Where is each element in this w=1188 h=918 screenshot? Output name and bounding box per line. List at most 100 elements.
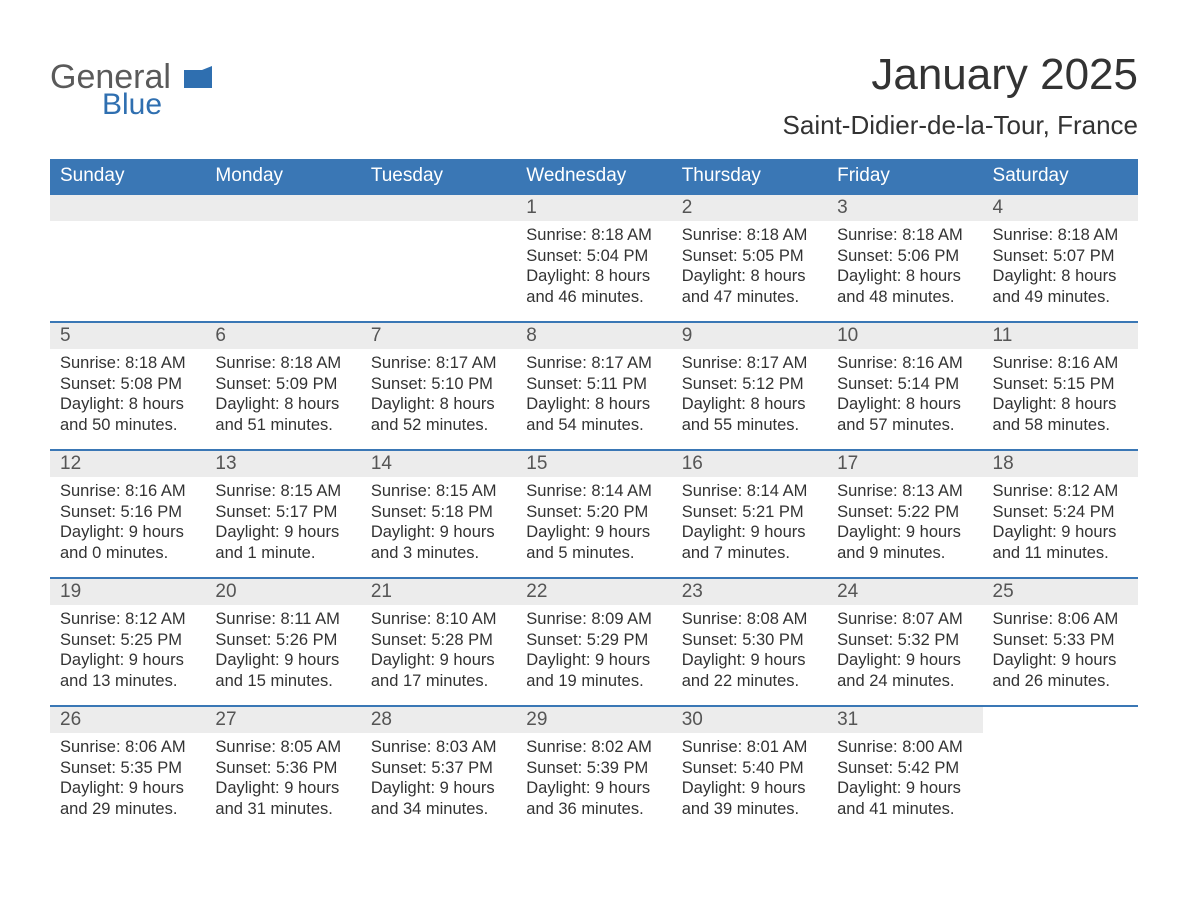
day-details: Sunrise: 8:12 AMSunset: 5:24 PMDaylight:… — [983, 477, 1138, 570]
sunrise-text: Sunrise: 8:16 AM — [60, 481, 195, 502]
calendar-cell: 28Sunrise: 8:03 AMSunset: 5:37 PMDayligh… — [361, 706, 516, 834]
daylight-line1: Daylight: 9 hours — [371, 522, 506, 543]
sunrise-text: Sunrise: 8:09 AM — [526, 609, 661, 630]
daylight-line2: and 39 minutes. — [682, 799, 817, 820]
daylight-line2: and 34 minutes. — [371, 799, 506, 820]
sunset-text: Sunset: 5:20 PM — [526, 502, 661, 523]
location-label: Saint-Didier-de-la-Tour, France — [783, 110, 1138, 141]
daylight-line1: Daylight: 8 hours — [993, 266, 1128, 287]
sunrise-text: Sunrise: 8:17 AM — [371, 353, 506, 374]
daylight-line2: and 9 minutes. — [837, 543, 972, 564]
sunrise-text: Sunrise: 8:03 AM — [371, 737, 506, 758]
daylight-line1: Daylight: 8 hours — [371, 394, 506, 415]
day-details: Sunrise: 8:14 AMSunset: 5:21 PMDaylight:… — [672, 477, 827, 570]
day-header: Thursday — [672, 159, 827, 194]
day-number: 17 — [827, 451, 982, 477]
calendar-cell: 22Sunrise: 8:09 AMSunset: 5:29 PMDayligh… — [516, 578, 671, 706]
daylight-line2: and 52 minutes. — [371, 415, 506, 436]
daylight-line2: and 19 minutes. — [526, 671, 661, 692]
calendar-cell: 13Sunrise: 8:15 AMSunset: 5:17 PMDayligh… — [205, 450, 360, 578]
daylight-line1: Daylight: 9 hours — [371, 778, 506, 799]
day-details: Sunrise: 8:12 AMSunset: 5:25 PMDaylight:… — [50, 605, 205, 698]
sunset-text: Sunset: 5:04 PM — [526, 246, 661, 267]
calendar-cell: 9Sunrise: 8:17 AMSunset: 5:12 PMDaylight… — [672, 322, 827, 450]
daylight-line1: Daylight: 9 hours — [993, 522, 1128, 543]
sunrise-text: Sunrise: 8:14 AM — [526, 481, 661, 502]
daylight-line2: and 36 minutes. — [526, 799, 661, 820]
day-number: 5 — [50, 323, 205, 349]
page: General Blue January 2025 Saint-Didier-d… — [0, 0, 1188, 874]
sunset-text: Sunset: 5:35 PM — [60, 758, 195, 779]
calendar-week-row: 1Sunrise: 8:18 AMSunset: 5:04 PMDaylight… — [50, 194, 1138, 322]
month-title: January 2025 — [783, 50, 1138, 100]
day-number: 26 — [50, 707, 205, 733]
day-number: 11 — [983, 323, 1138, 349]
day-details: Sunrise: 8:05 AMSunset: 5:36 PMDaylight:… — [205, 733, 360, 826]
daylight-line2: and 57 minutes. — [837, 415, 972, 436]
sunset-text: Sunset: 5:28 PM — [371, 630, 506, 651]
day-details: Sunrise: 8:01 AMSunset: 5:40 PMDaylight:… — [672, 733, 827, 826]
daylight-line1: Daylight: 8 hours — [837, 266, 972, 287]
daylight-line1: Daylight: 9 hours — [837, 778, 972, 799]
calendar-cell: 6Sunrise: 8:18 AMSunset: 5:09 PMDaylight… — [205, 322, 360, 450]
sunset-text: Sunset: 5:36 PM — [215, 758, 350, 779]
daylight-line2: and 3 minutes. — [371, 543, 506, 564]
sunset-text: Sunset: 5:37 PM — [371, 758, 506, 779]
daylight-line1: Daylight: 9 hours — [215, 522, 350, 543]
sunrise-text: Sunrise: 8:18 AM — [526, 225, 661, 246]
calendar-cell: 12Sunrise: 8:16 AMSunset: 5:16 PMDayligh… — [50, 450, 205, 578]
daylight-line1: Daylight: 8 hours — [682, 266, 817, 287]
daylight-line1: Daylight: 9 hours — [526, 522, 661, 543]
sunrise-text: Sunrise: 8:18 AM — [682, 225, 817, 246]
calendar-cell: 16Sunrise: 8:14 AMSunset: 5:21 PMDayligh… — [672, 450, 827, 578]
daylight-line2: and 58 minutes. — [993, 415, 1128, 436]
sunrise-text: Sunrise: 8:06 AM — [993, 609, 1128, 630]
sunset-text: Sunset: 5:08 PM — [60, 374, 195, 395]
day-details: Sunrise: 8:02 AMSunset: 5:39 PMDaylight:… — [516, 733, 671, 826]
daylight-line2: and 55 minutes. — [682, 415, 817, 436]
daylight-line2: and 46 minutes. — [526, 287, 661, 308]
sunset-text: Sunset: 5:42 PM — [837, 758, 972, 779]
sunrise-text: Sunrise: 8:07 AM — [837, 609, 972, 630]
sunset-text: Sunset: 5:21 PM — [682, 502, 817, 523]
day-number: 25 — [983, 579, 1138, 605]
calendar-cell: 5Sunrise: 8:18 AMSunset: 5:08 PMDaylight… — [50, 322, 205, 450]
day-details: Sunrise: 8:06 AMSunset: 5:35 PMDaylight:… — [50, 733, 205, 826]
calendar-cell: 31Sunrise: 8:00 AMSunset: 5:42 PMDayligh… — [827, 706, 982, 834]
sunset-text: Sunset: 5:39 PM — [526, 758, 661, 779]
daylight-line1: Daylight: 9 hours — [215, 650, 350, 671]
header: General Blue January 2025 Saint-Didier-d… — [50, 50, 1138, 141]
empty-day-strip — [361, 195, 516, 221]
logo-flag-icon — [184, 60, 218, 94]
sunrise-text: Sunrise: 8:15 AM — [371, 481, 506, 502]
calendar-cell: 14Sunrise: 8:15 AMSunset: 5:18 PMDayligh… — [361, 450, 516, 578]
sunrise-text: Sunrise: 8:02 AM — [526, 737, 661, 758]
sunrise-text: Sunrise: 8:12 AM — [993, 481, 1128, 502]
day-number: 2 — [672, 195, 827, 221]
sunrise-text: Sunrise: 8:11 AM — [215, 609, 350, 630]
daylight-line2: and 17 minutes. — [371, 671, 506, 692]
calendar-cell: 27Sunrise: 8:05 AMSunset: 5:36 PMDayligh… — [205, 706, 360, 834]
sunset-text: Sunset: 5:06 PM — [837, 246, 972, 267]
day-details: Sunrise: 8:18 AMSunset: 5:08 PMDaylight:… — [50, 349, 205, 442]
calendar-cell: 21Sunrise: 8:10 AMSunset: 5:28 PMDayligh… — [361, 578, 516, 706]
calendar-cell — [983, 706, 1138, 834]
sunset-text: Sunset: 5:29 PM — [526, 630, 661, 651]
calendar-cell: 17Sunrise: 8:13 AMSunset: 5:22 PMDayligh… — [827, 450, 982, 578]
day-details: Sunrise: 8:06 AMSunset: 5:33 PMDaylight:… — [983, 605, 1138, 698]
day-details: Sunrise: 8:16 AMSunset: 5:15 PMDaylight:… — [983, 349, 1138, 442]
day-header: Sunday — [50, 159, 205, 194]
daylight-line1: Daylight: 8 hours — [60, 394, 195, 415]
day-number: 14 — [361, 451, 516, 477]
day-details: Sunrise: 8:09 AMSunset: 5:29 PMDaylight:… — [516, 605, 671, 698]
calendar-cell — [50, 194, 205, 322]
sunset-text: Sunset: 5:14 PM — [837, 374, 972, 395]
calendar-cell: 3Sunrise: 8:18 AMSunset: 5:06 PMDaylight… — [827, 194, 982, 322]
daylight-line2: and 13 minutes. — [60, 671, 195, 692]
calendar-cell: 29Sunrise: 8:02 AMSunset: 5:39 PMDayligh… — [516, 706, 671, 834]
sunrise-text: Sunrise: 8:15 AM — [215, 481, 350, 502]
day-number: 1 — [516, 195, 671, 221]
calendar-week-row: 12Sunrise: 8:16 AMSunset: 5:16 PMDayligh… — [50, 450, 1138, 578]
calendar-week-row: 19Sunrise: 8:12 AMSunset: 5:25 PMDayligh… — [50, 578, 1138, 706]
sunset-text: Sunset: 5:10 PM — [371, 374, 506, 395]
